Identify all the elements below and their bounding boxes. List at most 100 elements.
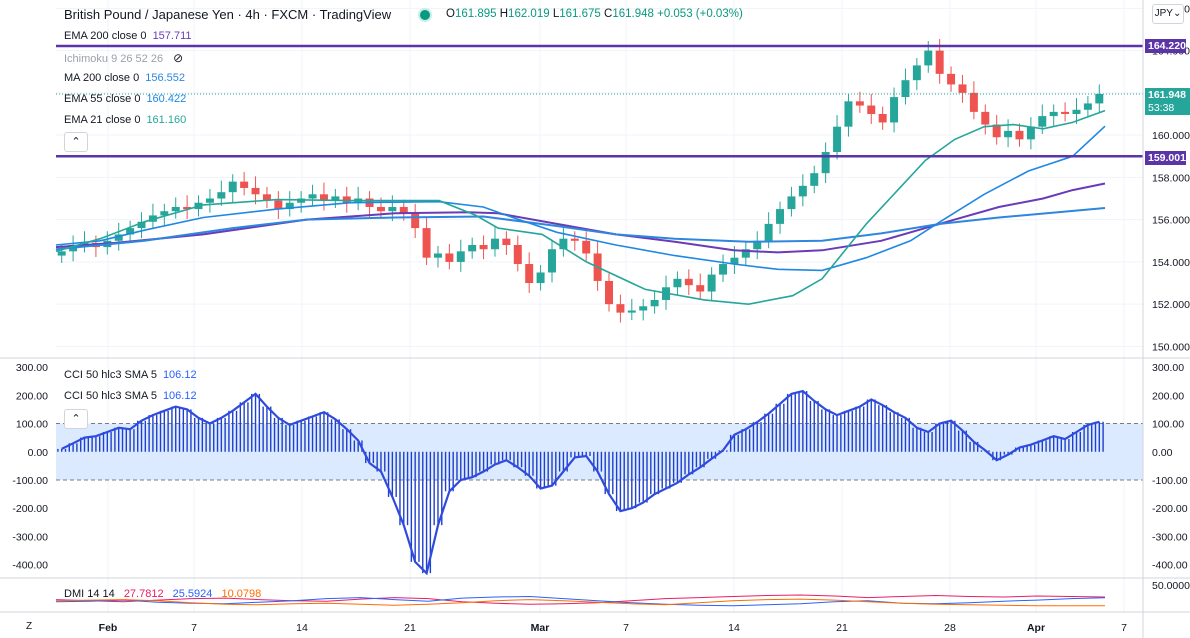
candle	[479, 245, 488, 250]
candle	[844, 101, 853, 127]
dmi-legend[interactable]: DMI 14 14 27.7812 25.5924 10.0798	[64, 588, 261, 600]
candle	[730, 257, 739, 265]
price-tick-label: 150.000	[1152, 341, 1190, 353]
indicator-ichimoku[interactable]: Ichimoku 9 26 52 26 ⊘	[64, 51, 183, 65]
candle	[411, 213, 420, 229]
candle	[445, 253, 454, 262]
candle	[274, 200, 283, 210]
candle	[741, 249, 750, 258]
chevron-up-icon[interactable]: ⌃	[64, 132, 88, 152]
candle	[126, 228, 135, 235]
time-tick-label: 7	[191, 622, 197, 634]
candle	[969, 92, 978, 112]
candle	[137, 221, 146, 229]
candle	[183, 206, 192, 210]
ohlc-readout: O161.895 H162.019 L161.675 C161.948 +0.0…	[446, 8, 743, 20]
ohlc-close-label: C	[604, 8, 613, 20]
series-line-ma-200-close-0	[55, 207, 1106, 251]
candle	[342, 196, 351, 203]
ohlc-low: 161.675	[559, 8, 601, 20]
cci-tick-label-right: 300.00	[1152, 362, 1184, 374]
candle	[1083, 103, 1092, 110]
candle	[285, 202, 294, 210]
time-tick-label: 14	[296, 622, 308, 634]
candle	[753, 240, 762, 250]
candle	[331, 196, 340, 201]
cci-line	[61, 389, 1100, 576]
candle	[890, 97, 899, 123]
cci-label: CCI 50 hlc3 SMA 5	[64, 369, 157, 381]
cci-legend-2[interactable]: CCI 50 hlc3 SMA 5 106.12	[64, 390, 197, 402]
price-tick-label: 156.000	[1152, 215, 1190, 227]
candle	[764, 223, 773, 241]
candle	[513, 245, 522, 265]
candle	[582, 240, 591, 254]
price-tick-label: 154.000	[1152, 257, 1190, 269]
candle	[114, 234, 123, 241]
time-tick-label: 14	[728, 622, 740, 634]
time-tick-label: 21	[836, 622, 848, 634]
cci-tick-label-left: -200.00	[12, 503, 48, 515]
dmi-plus-value: 27.7812	[123, 588, 164, 600]
candle	[433, 253, 442, 258]
candle	[308, 194, 317, 199]
indicator-label: Ichimoku 9 26 52 26	[64, 53, 164, 65]
last-price-label: 161.948	[1145, 88, 1190, 102]
price-tick-label: 158.000	[1152, 172, 1190, 184]
candle	[502, 238, 511, 246]
cci-tick-label-right: -400.00	[1152, 560, 1188, 572]
candle	[627, 310, 636, 313]
ohlc-close: 161.948	[612, 8, 654, 20]
indicator-ema200[interactable]: EMA 200 close 0 157.711	[64, 30, 192, 42]
candle	[240, 181, 249, 188]
cci-tick-label-left: 300.00	[16, 362, 48, 374]
candle	[388, 206, 397, 212]
ohlc-change: +0.053 (+0.03%)	[657, 8, 743, 20]
time-tick-label: 7	[623, 622, 629, 634]
ohlc-high: 162.019	[508, 8, 550, 20]
support-price-label: 159.001	[1145, 151, 1186, 165]
dmi-tick-label: 50.0000	[1152, 580, 1190, 592]
candle	[833, 126, 842, 153]
candle	[901, 80, 910, 98]
candle	[1015, 130, 1024, 140]
candle	[810, 173, 819, 186]
indicator-value: 161.160	[146, 114, 187, 126]
currency-select[interactable]: JPY⌄	[1152, 4, 1184, 24]
series-line-ema-55-close-0	[55, 125, 1106, 272]
candle	[650, 299, 659, 307]
indicator-value: 157.711	[152, 30, 192, 42]
eye-hidden-icon[interactable]: ⊘	[173, 51, 184, 65]
candle	[878, 113, 887, 123]
currency-label: JPY	[1154, 8, 1173, 19]
zoom-toggle-button[interactable]: Z	[26, 621, 33, 632]
candle	[719, 264, 728, 275]
time-tick-label: Feb	[99, 622, 118, 634]
indicator-label: EMA 200 close 0	[64, 30, 147, 42]
indicator-ma200[interactable]: MA 200 close 0 156.552	[64, 72, 185, 84]
chevron-up-icon[interactable]: ⌃	[64, 409, 88, 429]
indicator-label: EMA 21 close 0	[64, 114, 141, 126]
cci-tick-label-left: -300.00	[12, 531, 48, 543]
candle	[525, 264, 534, 284]
candle	[456, 251, 465, 262]
ohlc-low-label: L	[552, 8, 560, 20]
indicator-ema21[interactable]: EMA 21 close 0 161.160	[64, 114, 186, 126]
dmi-panel[interactable]	[55, 594, 1106, 607]
time-tick-label: Mar	[531, 622, 550, 634]
time-tick-label: 21	[404, 622, 416, 634]
indicator-ema55[interactable]: EMA 55 close 0 160.422	[64, 93, 186, 105]
cci-tick-label-left: -100.00	[12, 475, 48, 487]
price-tick-label: 152.000	[1152, 299, 1190, 311]
price-panel[interactable]	[55, 38, 1143, 323]
candle	[616, 304, 625, 313]
candle	[935, 50, 944, 74]
cci-panel[interactable]	[56, 389, 1143, 576]
candle	[228, 181, 237, 193]
candle	[992, 124, 1001, 138]
indicator-label: MA 200 close 0	[64, 72, 140, 84]
cci-label: CCI 50 hlc3 SMA 5	[64, 390, 157, 402]
cci-legend-1[interactable]: CCI 50 hlc3 SMA 5 106.12	[64, 369, 197, 381]
cci-band	[56, 423, 1143, 480]
